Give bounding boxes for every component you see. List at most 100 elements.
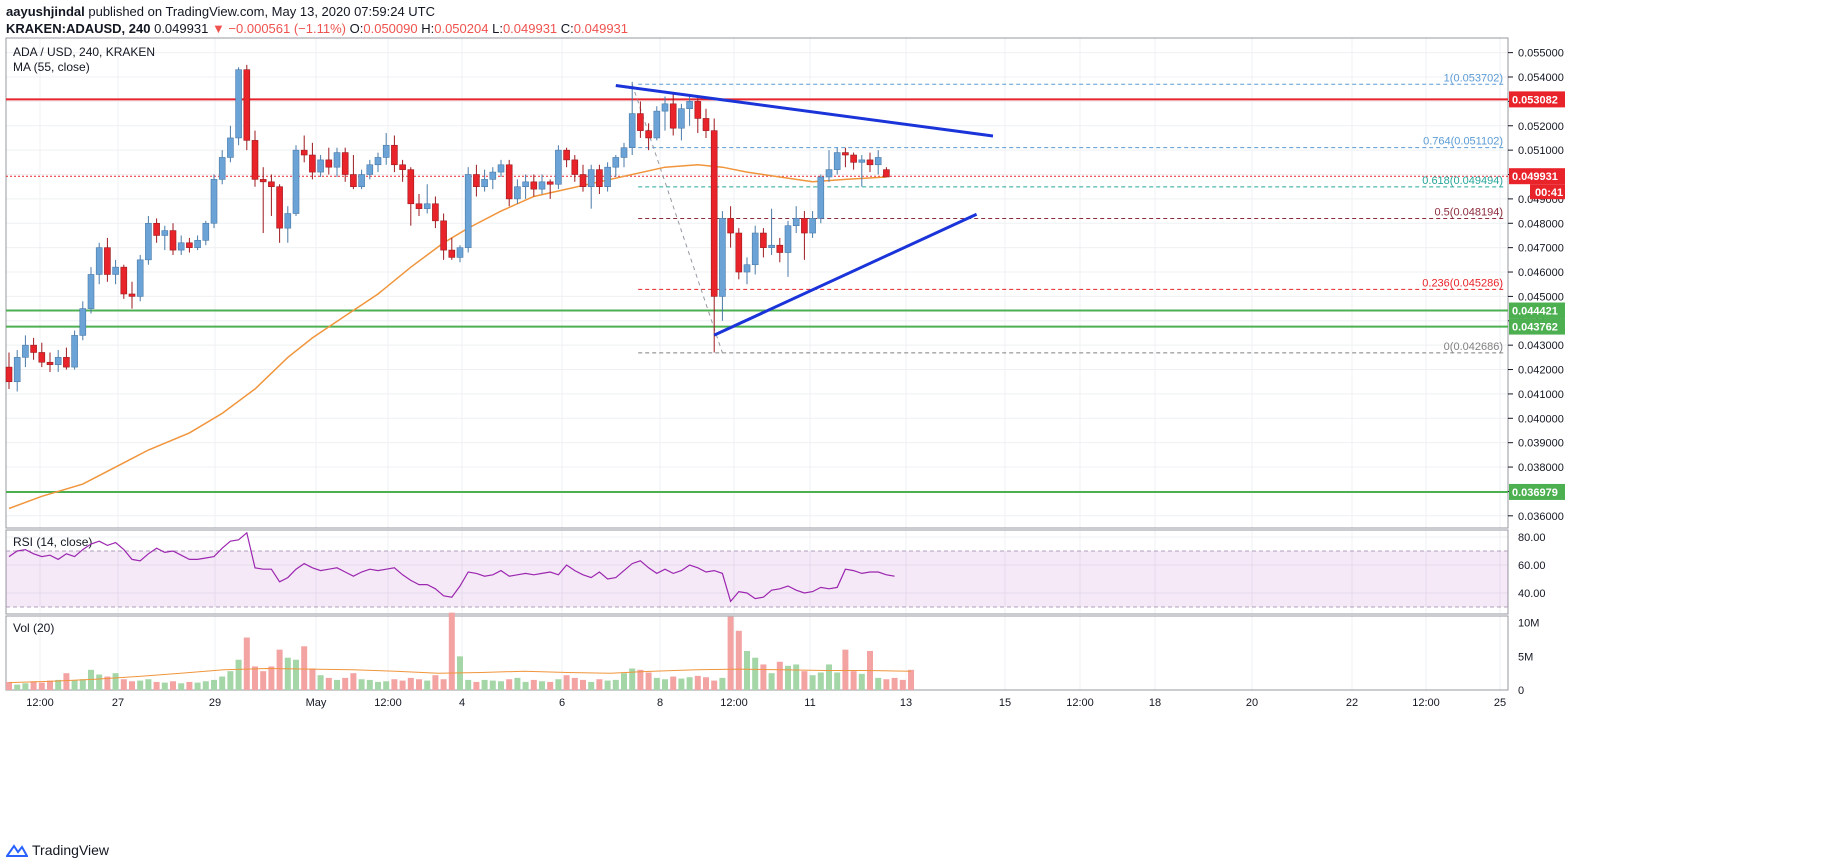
volume-bar — [670, 676, 677, 690]
volume-bar — [153, 681, 160, 690]
footer-branding[interactable]: TradingView — [6, 842, 109, 858]
candle-body — [579, 174, 587, 188]
candle-body — [563, 149, 570, 161]
volume-axis-label: 5M — [1518, 651, 1533, 663]
volume-bar — [71, 680, 78, 690]
candle-body — [801, 218, 808, 234]
volume-bar — [170, 681, 176, 690]
candle-body — [46, 361, 54, 365]
candle-body — [259, 179, 267, 183]
volume-bar — [588, 681, 595, 690]
fib-level-label: 1(0.053702) — [1444, 72, 1503, 84]
candle-body — [227, 137, 234, 158]
time-axis-label: 6 — [559, 697, 565, 709]
candle-body — [710, 130, 718, 297]
volume-bar — [612, 679, 619, 690]
candle-body — [317, 159, 324, 173]
candle-body — [382, 144, 390, 158]
volume-bar — [727, 616, 734, 690]
volume-bar — [22, 683, 29, 690]
close-value: 0.049931 — [573, 21, 629, 36]
author-name[interactable]: aayushjindal — [6, 4, 85, 19]
candle-body — [530, 181, 538, 190]
volume-bar — [621, 673, 627, 690]
volume-bar — [342, 677, 349, 690]
volume-bar — [284, 657, 291, 690]
candle-body — [177, 242, 185, 251]
price-axis-label: 0.039000 — [1518, 438, 1564, 450]
candle-body — [358, 174, 365, 188]
volume-bar — [891, 677, 898, 690]
high-value: 0.050204 — [434, 21, 489, 36]
candle-body — [645, 130, 652, 139]
volume-bar — [637, 669, 644, 690]
price-axis-label: 0.042000 — [1518, 365, 1564, 377]
candle-body — [735, 232, 743, 273]
candle-body — [5, 366, 13, 383]
candle-body — [678, 108, 685, 129]
volume-bar — [202, 681, 209, 690]
volume-bar — [760, 664, 767, 690]
level-price-label: 0.053082 — [1512, 94, 1558, 106]
volume-bar — [809, 675, 816, 690]
price-axis-label: 0.043000 — [1518, 340, 1564, 352]
candle-body — [128, 293, 136, 297]
volume-bar — [875, 677, 882, 690]
candle-body — [514, 186, 521, 200]
trend-line-lower — [713, 212, 978, 337]
candle-body — [448, 249, 456, 258]
candle-body — [350, 174, 357, 188]
volume-pane-title: Vol (20) — [13, 621, 54, 635]
candle-body — [54, 357, 62, 365]
volume-bar — [785, 665, 791, 690]
candle-body — [210, 179, 218, 224]
price-axis-label: 0.052000 — [1518, 121, 1564, 133]
candle-body — [432, 203, 439, 222]
volume-bar — [744, 650, 750, 690]
candle-body — [702, 118, 710, 131]
time-axis-label: 12:00 — [1066, 697, 1094, 709]
candle-body — [809, 218, 816, 234]
price-pane-title: ADA / USD, 240, KRAKEN — [13, 45, 155, 59]
candle-body — [407, 169, 415, 205]
candle-body — [95, 247, 103, 275]
volume-bar — [514, 677, 521, 690]
price-change: ▼ −0.000561 (−1.11%) — [211, 21, 347, 36]
candle-body — [874, 157, 882, 166]
level-price-label: 0.043762 — [1512, 322, 1558, 334]
fib-level-label: 0.764(0.051102) — [1423, 136, 1503, 148]
rsi-axis-label: 60.00 — [1518, 560, 1546, 572]
candle-body — [79, 308, 87, 336]
candle-body — [13, 357, 21, 383]
volume-bar — [14, 684, 21, 690]
volume-bar — [309, 668, 316, 690]
time-axis-label: 20 — [1246, 697, 1258, 709]
candle-body — [784, 225, 792, 253]
volume-bar — [55, 679, 62, 690]
candle-body — [751, 232, 759, 266]
volume-bar — [703, 677, 709, 690]
volume-bar — [325, 677, 332, 690]
volume-bar — [596, 679, 603, 690]
candle-body — [456, 247, 464, 258]
candle-body — [341, 152, 349, 175]
publish-info: published on TradingView.com, May 13, 20… — [84, 4, 436, 19]
time-axis-label: 11 — [804, 697, 815, 709]
candle-body — [268, 181, 275, 188]
volume-bar — [47, 680, 53, 690]
volume-bar — [850, 671, 857, 690]
volume-bar — [375, 681, 381, 690]
price-axis-label: 0.040000 — [1518, 413, 1564, 425]
volume-ma-line — [8, 667, 912, 684]
volume-bar — [268, 666, 275, 690]
low-value: 0.049931 — [502, 21, 558, 36]
candle-body — [22, 344, 29, 358]
volume-bar — [776, 661, 783, 690]
candle-body — [218, 157, 226, 180]
volume-bar — [826, 664, 832, 690]
volume-bar — [908, 669, 914, 690]
candle-body — [292, 149, 300, 214]
candle-body — [489, 171, 497, 180]
candle-body — [505, 164, 513, 200]
